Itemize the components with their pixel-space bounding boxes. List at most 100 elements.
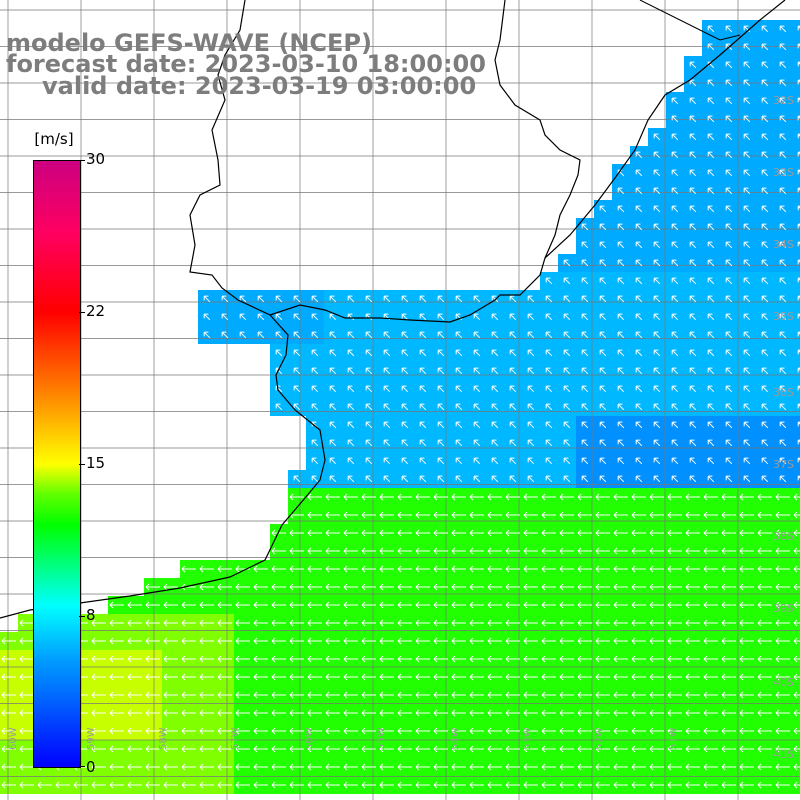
wind-arrow (545, 421, 553, 429)
wind-arrow (235, 781, 250, 789)
wind-arrow (253, 601, 268, 609)
lon-label: 53W (522, 727, 533, 750)
wind-arrow (523, 583, 538, 591)
wind-arrow (145, 655, 160, 663)
wind-arrow (1, 727, 16, 735)
wind-arrow (329, 403, 337, 411)
wind-arrow (707, 187, 715, 195)
wind-arrow (667, 781, 682, 789)
wind-arrow (469, 781, 484, 789)
wind-arrow (469, 655, 484, 663)
wind-arrow (1, 655, 16, 663)
wind-arrow (505, 709, 520, 717)
wind-arrow (779, 313, 787, 321)
lon-label: 55W (376, 727, 387, 750)
wind-arrow (689, 439, 697, 447)
field-cell (792, 362, 800, 380)
wind-arrow (671, 403, 679, 411)
colorbar-tick-mark (79, 766, 85, 767)
wind-arrow (797, 295, 800, 301)
wind-arrow (491, 421, 499, 429)
wind-arrow (239, 295, 247, 303)
wind-arrow (577, 529, 592, 537)
wind-arrow (109, 781, 124, 789)
wind-arrow (379, 511, 394, 519)
wind-arrow (311, 295, 319, 303)
wind-arrow (127, 637, 142, 645)
wind-arrow (599, 385, 607, 393)
colorbar-tick-0: 0 (86, 758, 96, 776)
wind-arrow (415, 565, 430, 573)
wind-arrow (775, 745, 790, 753)
wind-arrow (1, 781, 16, 789)
wind-arrow (523, 745, 538, 753)
wind-arrow (419, 475, 427, 483)
wind-arrow (455, 475, 463, 483)
wind-arrow (469, 709, 484, 717)
wind-arrow (401, 475, 409, 483)
wind-arrow (379, 709, 394, 717)
wind-arrow (653, 457, 661, 465)
wind-arrow (685, 511, 700, 519)
wind-arrow (455, 421, 463, 429)
wind-arrow (653, 259, 661, 267)
wind-arrow (289, 691, 304, 699)
wind-arrow (581, 403, 589, 411)
wind-arrow (127, 709, 142, 717)
wind-arrow (599, 259, 607, 267)
wind-arrow (527, 349, 535, 357)
wind-arrow (455, 385, 463, 393)
wind-arrow (545, 313, 553, 321)
wind-arrow (451, 691, 466, 699)
wind-arrow (365, 295, 373, 303)
wind-arrow (523, 763, 538, 771)
wind-arrow (181, 655, 196, 663)
wind-arrow (725, 61, 733, 69)
wind-arrow (505, 655, 520, 663)
wind-arrow (469, 619, 484, 627)
wind-arrow (671, 259, 679, 267)
wind-arrow (761, 97, 769, 105)
wind-arrow (761, 223, 769, 231)
wind-arrow (595, 727, 610, 735)
wind-arrow (347, 421, 355, 429)
wind-arrow (743, 439, 751, 447)
wind-arrow (739, 493, 754, 501)
wind-arrow (599, 277, 607, 285)
wind-arrow (775, 763, 790, 771)
wind-arrow (613, 493, 628, 501)
wind-arrow (541, 727, 556, 735)
wind-arrow (707, 403, 715, 411)
wind-arrow (541, 529, 556, 537)
wind-arrow (779, 25, 787, 33)
wind-arrow (253, 763, 268, 771)
wind-arrow (635, 403, 643, 411)
wind-arrow (181, 673, 196, 681)
wind-arrow (163, 691, 178, 699)
wind-arrow (581, 259, 589, 267)
wind-arrow (473, 295, 481, 303)
wind-arrow (671, 151, 679, 159)
wind-arrow (401, 439, 409, 447)
wind-arrow (437, 439, 445, 447)
wind-arrow (523, 709, 538, 717)
wind-arrow (725, 241, 733, 249)
wind-arrow (343, 511, 358, 519)
wind-arrow (617, 223, 625, 231)
wind-arrow (181, 637, 196, 645)
wind-arrow (667, 583, 682, 591)
wind-arrow (779, 385, 787, 393)
wind-arrow (631, 547, 646, 555)
wind-arrow (707, 151, 715, 159)
wind-arrow (707, 439, 715, 447)
wind-arrow (329, 349, 337, 357)
wind-arrow (563, 475, 571, 483)
wind-arrow (379, 565, 394, 573)
wind-arrow (653, 439, 661, 447)
wind-arrow (599, 439, 607, 447)
wind-arrow (541, 745, 556, 753)
wind-arrow (253, 709, 268, 717)
wind-arrow (761, 259, 769, 267)
wind-arrow (109, 745, 124, 753)
wind-arrow (743, 475, 751, 483)
